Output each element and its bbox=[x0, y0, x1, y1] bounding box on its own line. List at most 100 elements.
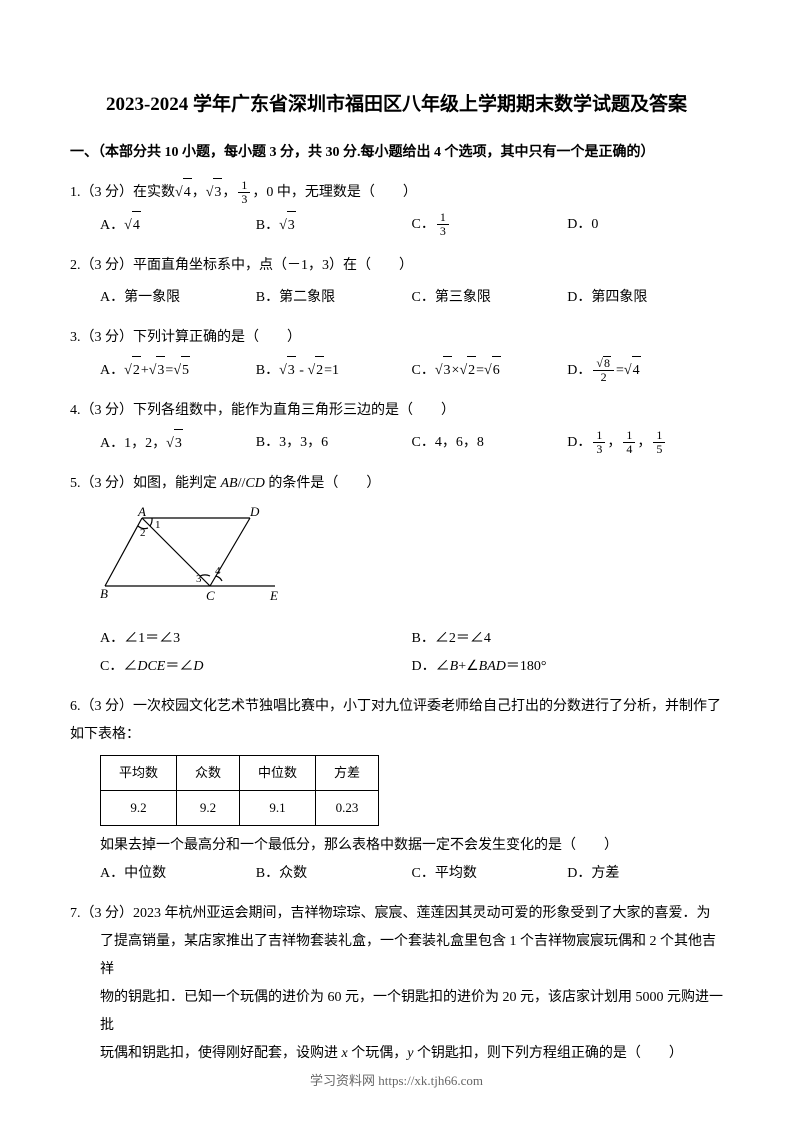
question-6: 6.（3 分）一次校园文化艺术节独唱比赛中，小丁对九位评委老师给自己打出的分数进… bbox=[70, 693, 723, 888]
q6-table: 平均数 众数 中位数 方差 9.2 9.2 9.1 0.23 bbox=[100, 755, 379, 826]
opt-a-label: A． bbox=[100, 218, 124, 233]
q6-opt-c: C．平均数 bbox=[412, 860, 568, 888]
th-mode: 众数 bbox=[177, 755, 240, 790]
q6-opt-a: A．中位数 bbox=[100, 860, 256, 888]
n: 1 bbox=[653, 429, 665, 443]
td-mode: 9.2 bbox=[177, 790, 240, 825]
sqrt: 2 bbox=[307, 356, 324, 385]
sep: ， bbox=[607, 435, 621, 450]
th-variance: 方差 bbox=[316, 755, 379, 790]
label-3: 3 bbox=[196, 573, 202, 585]
label-c: C bbox=[206, 588, 215, 603]
q2-opt-b: B．第二象限 bbox=[256, 284, 412, 312]
ab: AB bbox=[221, 476, 238, 491]
question-2: 2.（3 分）平面直角坐标系中，点（－1，3）在（ ） A．第一象限 B．第二象… bbox=[70, 252, 723, 312]
td-median: 9.1 bbox=[240, 790, 316, 825]
opt-c-frac: 13 bbox=[437, 211, 449, 238]
q1-text: 1.（3 分）在实数4，3，13，0 中，无理数是（ ） bbox=[70, 178, 723, 207]
q3-opt-c: C．3×2=6 bbox=[412, 356, 568, 385]
opt-b-pre: B． bbox=[256, 363, 279, 378]
sqrt: 3 bbox=[166, 429, 183, 458]
pre: A．1，2， bbox=[100, 436, 166, 451]
q2-opt-a: A．第一象限 bbox=[100, 284, 256, 312]
label-1: 1 bbox=[155, 519, 161, 531]
pre: 玩偶和钥匙扣，使得刚好配套，设购进 bbox=[100, 1046, 342, 1061]
question-4: 4.（3 分）下列各组数中，能作为直角三角形三边的是（ ） A．1，2，3 B．… bbox=[70, 397, 723, 458]
q2-opt-d: D．第四象限 bbox=[567, 284, 723, 312]
eq: = bbox=[165, 363, 173, 378]
q6-text2: 如果去掉一个最高分和一个最低分，那么表格中数据一定不会发生变化的是（ ） bbox=[70, 832, 723, 860]
q3-opt-d: D．82=4 bbox=[567, 356, 723, 385]
question-5: 5.（3 分）如图，能判定 AB//CD 的条件是（ ） A D B C E bbox=[70, 470, 723, 681]
q7-line1: 7.（3 分）2023 年杭州亚运会期间，吉祥物琮琮、宸宸、莲莲因其灵动可爱的形… bbox=[70, 900, 723, 928]
th-median: 中位数 bbox=[240, 755, 316, 790]
num: 8 bbox=[593, 356, 614, 371]
eq: ＝∠ bbox=[165, 659, 193, 674]
suf: 个钥匙扣，则下列方程组正确的是（ ） bbox=[413, 1046, 683, 1061]
label-b: B bbox=[100, 586, 108, 601]
q4-opt-a: A．1，2，3 bbox=[100, 429, 256, 458]
opt-c-num: 1 bbox=[437, 211, 449, 225]
q1-sep1: ， bbox=[192, 185, 206, 200]
q5-options: A．∠1＝∠3 B．∠2＝∠4 C．∠DCE＝∠D D．∠B+∠BAD＝180° bbox=[70, 625, 723, 681]
label-e: E bbox=[269, 588, 278, 603]
page-footer: 学习资料网 https://xk.tjh66.com bbox=[0, 1069, 793, 1092]
frac-den: 3 bbox=[238, 193, 250, 206]
mid: 个玩偶， bbox=[348, 1046, 408, 1061]
dce: DCE bbox=[137, 659, 165, 674]
sqrt: 8 bbox=[596, 356, 611, 370]
v: 3 bbox=[287, 356, 296, 385]
question-3: 3.（3 分）下列计算正确的是（ ） A．2+3=5 B．3 - 2=1 C．3… bbox=[70, 324, 723, 385]
q5-opt-d: D．∠B+∠BAD＝180° bbox=[412, 653, 724, 681]
question-1: 1.（3 分）在实数4，3，13，0 中，无理数是（ ） A．4 B．3 C．1… bbox=[70, 178, 723, 240]
section-header: 一、（本部分共 10 小题，每小题 3 分，共 30 分.每小题给出 4 个选项… bbox=[70, 140, 723, 165]
q6-options: A．中位数 B．众数 C．平均数 D．方差 bbox=[70, 860, 723, 888]
q5-opt-c: C．∠DCE＝∠D bbox=[100, 653, 412, 681]
plus: + bbox=[141, 363, 149, 378]
q2-text: 2.（3 分）平面直角坐标系中，点（－1，3）在（ ） bbox=[70, 252, 723, 280]
sqrt-4: 4 bbox=[175, 178, 192, 207]
eq: =1 bbox=[324, 363, 339, 378]
v: 8 bbox=[603, 356, 611, 370]
sep: ， bbox=[637, 435, 651, 450]
q4-text: 4.（3 分）下列各组数中，能作为直角三角形三边的是（ ） bbox=[70, 397, 723, 425]
v: 6 bbox=[492, 356, 501, 385]
q6-opt-d: D．方差 bbox=[567, 860, 723, 888]
q3-opt-a: A．2+3=5 bbox=[100, 356, 256, 385]
opt-b-sqrt: 3 bbox=[279, 211, 296, 240]
v: 2 bbox=[132, 356, 141, 385]
pre: D．∠ bbox=[412, 659, 450, 674]
question-7: 7.（3 分）2023 年杭州亚运会期间，吉祥物琮琮、宸宸、莲莲因其灵动可爱的形… bbox=[70, 900, 723, 1068]
label-d: D bbox=[249, 506, 260, 519]
q3-options: A．2+3=5 B．3 - 2=1 C．3×2=6 D．82=4 bbox=[70, 356, 723, 385]
label-4: 4 bbox=[215, 565, 221, 577]
b: B bbox=[450, 659, 459, 674]
f2: 14 bbox=[623, 429, 635, 456]
q7-line3: 物的钥匙扣．已知一个玩偶的进价为 60 元，一个钥匙扣的进价为 20 元，该店家… bbox=[70, 984, 723, 1040]
bad: BAD bbox=[479, 659, 506, 674]
pre: D． bbox=[567, 435, 591, 450]
q1-opt-c: C．13 bbox=[412, 211, 568, 240]
q3-opt-b: B．3 - 2=1 bbox=[256, 356, 412, 385]
sqrt: 3 bbox=[279, 356, 296, 385]
q1-options: A．4 B．3 C．13 D．0 bbox=[70, 211, 723, 240]
suf: 的条件是（ ） bbox=[265, 476, 381, 491]
page-title: 2023-2024 学年广东省深圳市福田区八年级上学期期末数学试题及答案 bbox=[70, 90, 723, 120]
opt-c-den: 3 bbox=[437, 225, 449, 238]
q2-opt-c: C．第三象限 bbox=[412, 284, 568, 312]
times: × bbox=[452, 363, 460, 378]
sqrt: 2 bbox=[459, 356, 476, 385]
frac-1-3: 13 bbox=[238, 179, 250, 206]
d: 5 bbox=[653, 443, 665, 456]
opt-b-label: B． bbox=[256, 218, 279, 233]
f1: 13 bbox=[593, 429, 605, 456]
sqrt-3-val: 3 bbox=[213, 178, 222, 207]
sqrt: 3 bbox=[435, 356, 452, 385]
d: D bbox=[193, 659, 203, 674]
q4-opt-d: D．13，14，15 bbox=[567, 429, 723, 458]
parallelogram-diagram: A D B C E 1 2 3 4 bbox=[100, 506, 280, 606]
sqrt-4-val: 4 bbox=[183, 178, 192, 207]
th-mean: 平均数 bbox=[101, 755, 177, 790]
frac-num: 1 bbox=[238, 179, 250, 193]
label-2: 2 bbox=[140, 527, 146, 539]
